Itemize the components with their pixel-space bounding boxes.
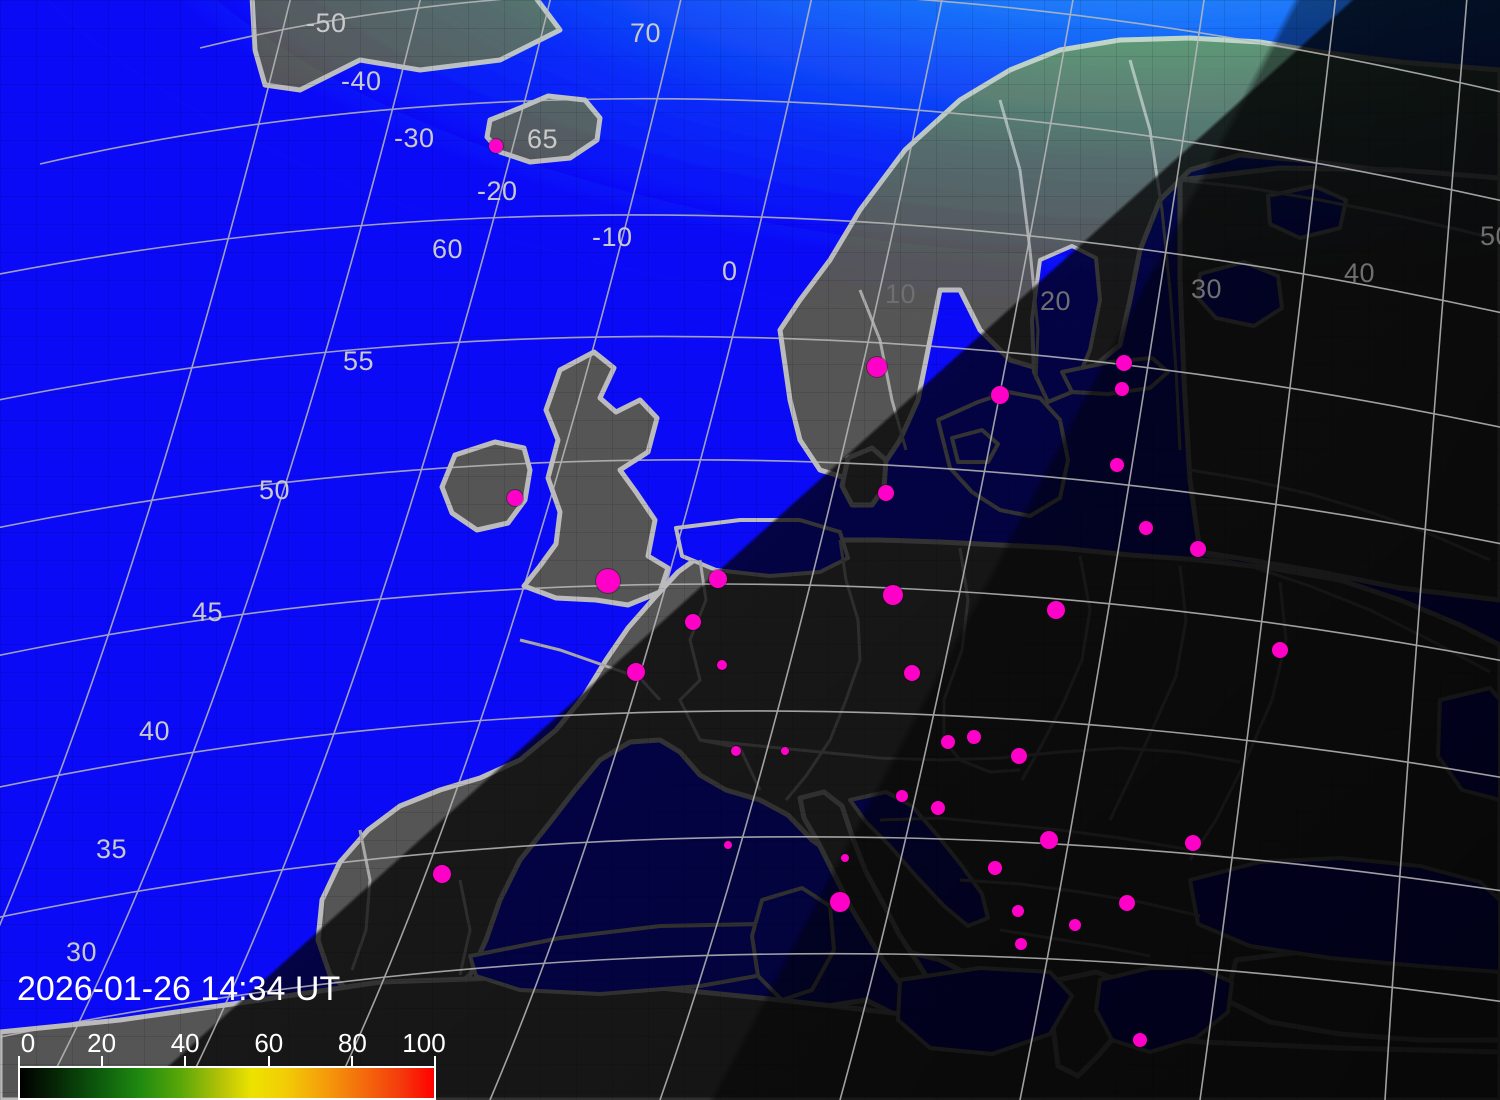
city-marker-berlin[interactable] bbox=[883, 585, 903, 605]
city-marker-zagreb[interactable] bbox=[931, 801, 945, 815]
city-marker-vaduz[interactable] bbox=[781, 747, 789, 755]
city-marker-moscow-sw[interactable] bbox=[1272, 642, 1288, 658]
city-marker-warsaw[interactable] bbox=[1047, 601, 1065, 619]
city-marker-dublin[interactable] bbox=[507, 490, 523, 506]
city-marker-sanmarino[interactable] bbox=[841, 854, 849, 862]
timestamp-label: 2026-01-26 14:34 UT bbox=[17, 970, 341, 1008]
city-marker-belgrade[interactable] bbox=[1040, 831, 1058, 849]
colorbar: 0 20 40 60 80 100 bbox=[18, 1028, 446, 1100]
city-marker-skopje[interactable] bbox=[1069, 919, 1081, 931]
city-marker-riga[interactable] bbox=[1110, 458, 1124, 472]
city-marker-prague[interactable] bbox=[904, 665, 920, 681]
city-marker-sofia[interactable] bbox=[1119, 895, 1135, 911]
city-marker-bucharest[interactable] bbox=[1185, 835, 1201, 851]
city-marker-helsinki[interactable] bbox=[1116, 355, 1132, 371]
colorbar-tick-mark bbox=[434, 1056, 436, 1066]
city-marker-lisbon[interactable] bbox=[433, 865, 451, 883]
city-marker-budapest[interactable] bbox=[1011, 748, 1027, 764]
city-marker-tirana[interactable] bbox=[1015, 938, 1027, 950]
colorbar-gradient bbox=[18, 1066, 436, 1100]
city-marker-reykjavik[interactable] bbox=[489, 139, 503, 153]
colorbar-tick-mark bbox=[351, 1056, 354, 1066]
city-marker-bratislava[interactable] bbox=[941, 735, 955, 749]
city-marker-stockholm[interactable] bbox=[991, 386, 1009, 404]
city-marker-podgorica[interactable] bbox=[1012, 905, 1024, 917]
colorbar-tick-label: 20 bbox=[87, 1028, 117, 1058]
colorbar-tick-label: 100 bbox=[402, 1028, 446, 1058]
colorbar-tick-mark bbox=[184, 1056, 187, 1066]
colorbar-tick-mark bbox=[267, 1056, 270, 1066]
city-marker-athens[interactable] bbox=[1133, 1033, 1147, 1047]
city-marker-brussels[interactable] bbox=[685, 614, 701, 630]
city-marker-copenhagen[interactable] bbox=[878, 485, 894, 501]
city-marker-luxembourg[interactable] bbox=[717, 660, 727, 670]
colorbar-tick-label: 40 bbox=[170, 1028, 200, 1058]
city-marker-minsk[interactable] bbox=[1190, 541, 1206, 557]
city-marker-oslo[interactable] bbox=[867, 357, 887, 377]
city-marker-sarajevo[interactable] bbox=[988, 861, 1002, 875]
city-marker-ljubljana[interactable] bbox=[896, 790, 908, 802]
colorbar-tick-mark bbox=[100, 1056, 103, 1066]
colorbar-tick-label: 60 bbox=[254, 1028, 284, 1058]
city-marker-rome[interactable] bbox=[830, 892, 850, 912]
city-marker-paris[interactable] bbox=[627, 663, 645, 681]
city-marker-vienna[interactable] bbox=[967, 730, 981, 744]
colorbar-tick-mark bbox=[18, 1056, 20, 1066]
city-marker-amsterdam[interactable] bbox=[709, 570, 727, 588]
city-marker-tallinn[interactable] bbox=[1115, 382, 1129, 396]
colorbar-tick-labels: 0 20 40 60 80 100 bbox=[18, 1028, 446, 1058]
city-marker-monaco[interactable] bbox=[724, 841, 732, 849]
colorbar-tick-marks bbox=[18, 1056, 436, 1066]
city-marker-vilnius[interactable] bbox=[1139, 521, 1153, 535]
colorbar-tick-label: 0 bbox=[20, 1028, 36, 1058]
colorbar-tick-label: 80 bbox=[337, 1028, 367, 1058]
city-marker-bern[interactable] bbox=[731, 746, 741, 756]
city-marker-london[interactable] bbox=[596, 569, 620, 593]
